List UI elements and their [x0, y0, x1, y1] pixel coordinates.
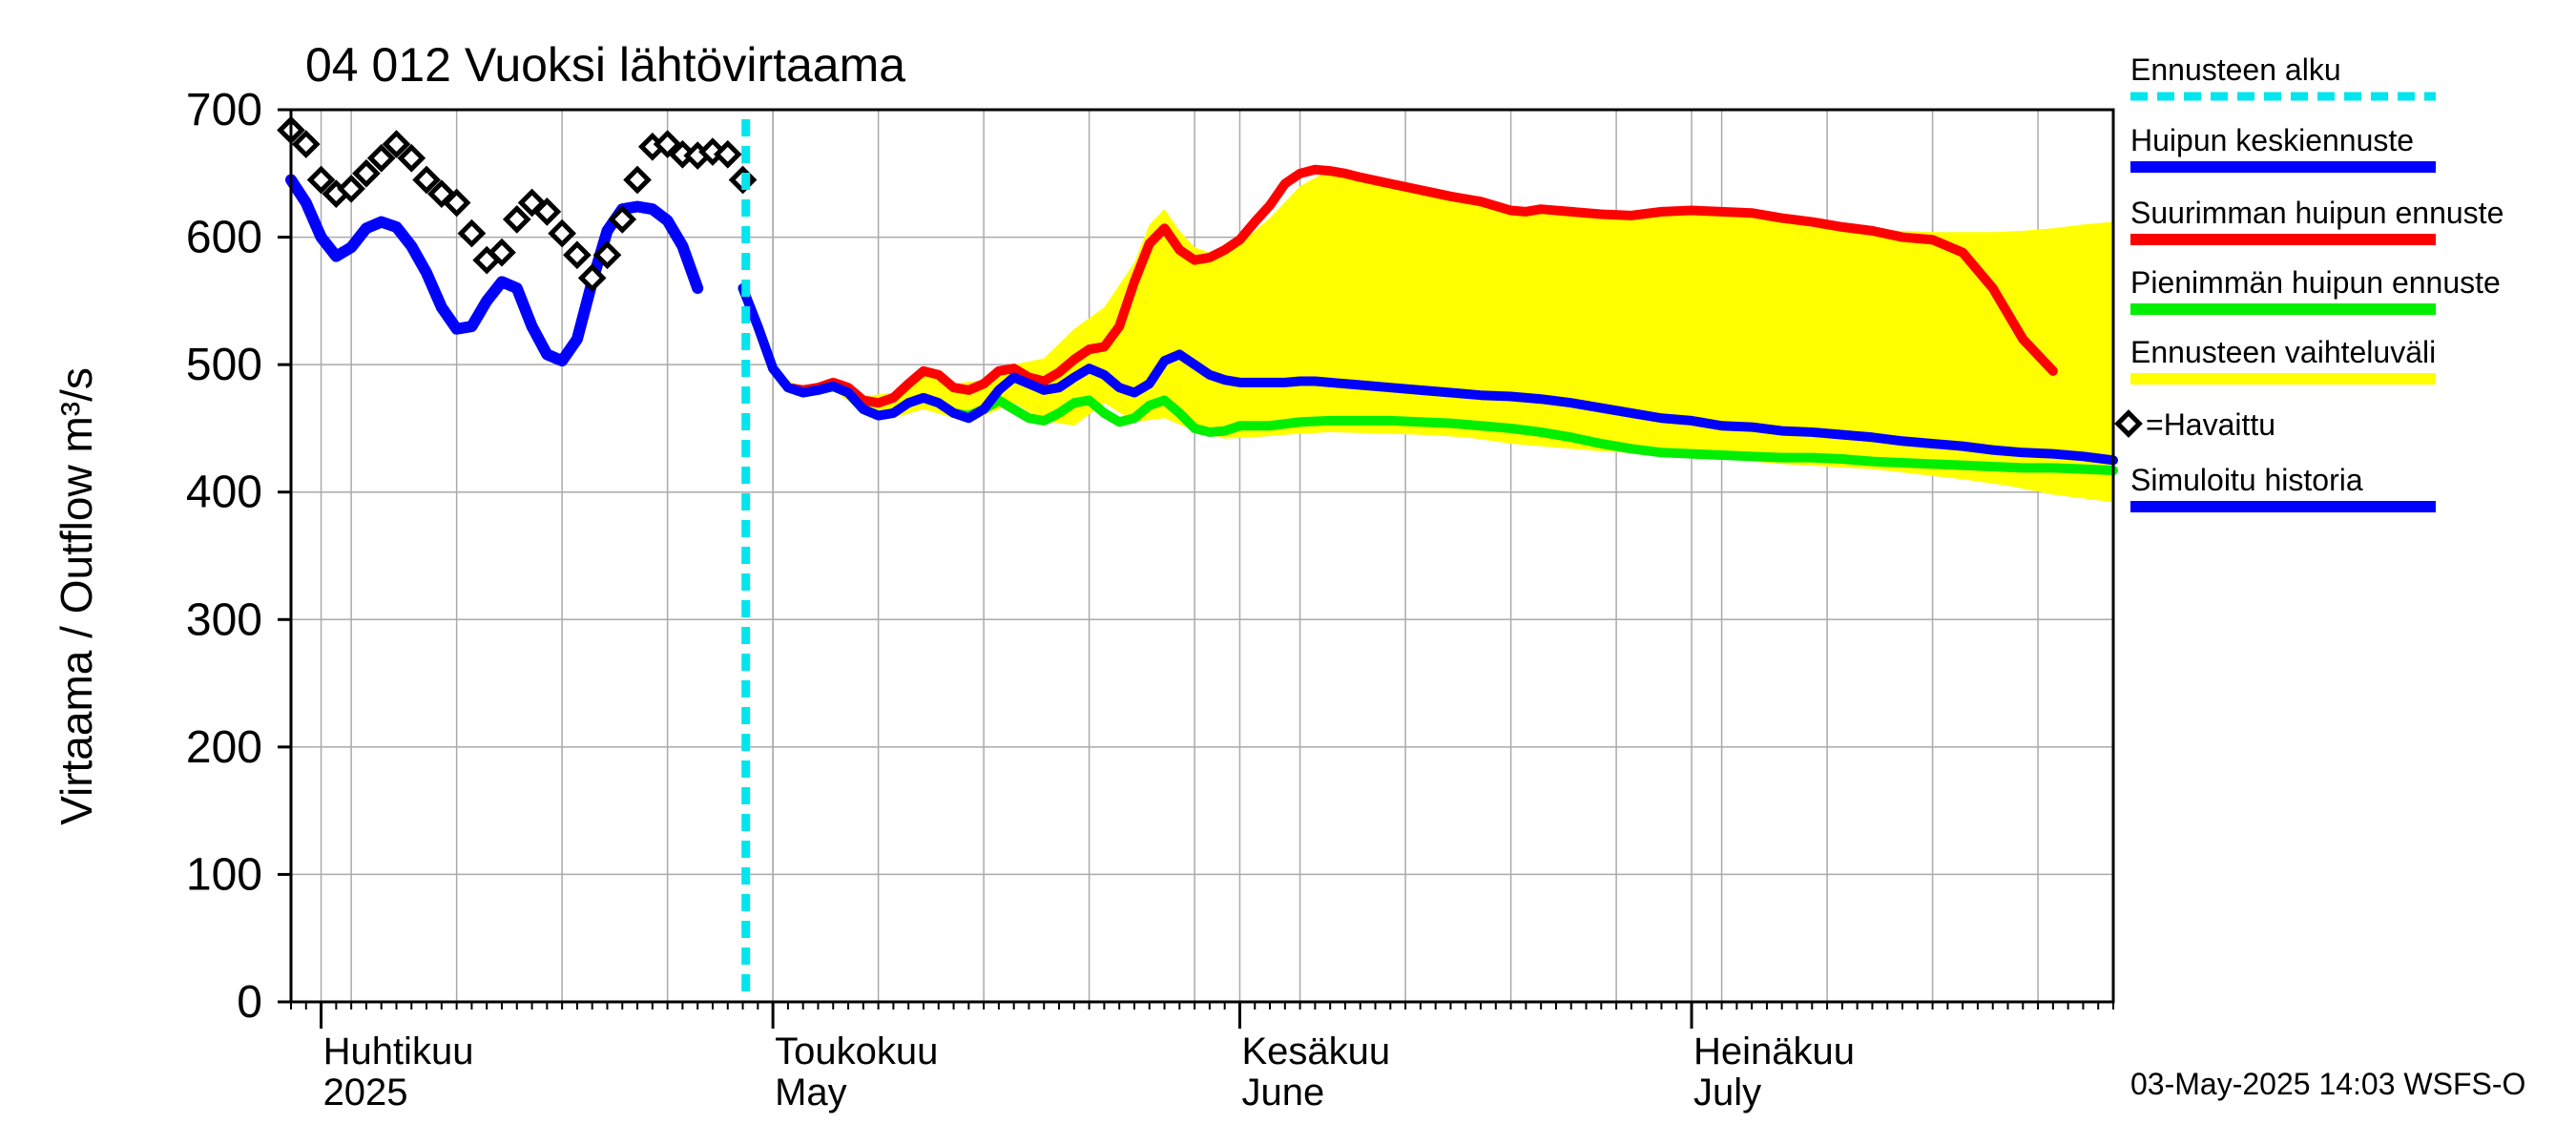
observed-point	[382, 130, 411, 158]
y-tick-label: 500	[186, 340, 262, 390]
observed-point	[623, 165, 652, 195]
x-month-label-en: July	[1693, 1072, 1761, 1114]
range-band-area	[742, 169, 2113, 503]
observed-point	[457, 219, 487, 248]
observed-point	[548, 219, 576, 248]
observed-point	[608, 205, 637, 234]
y-tick-label: 700	[186, 85, 262, 135]
observed-point	[397, 143, 426, 173]
y-tick-label: 400	[186, 468, 262, 518]
observed-point	[291, 130, 321, 158]
series-lines	[285, 164, 2118, 476]
footer-timestamp: 03-May-2025 14:03 WSFS-O	[2130, 1067, 2525, 1101]
legend-observed-marker	[2114, 409, 2143, 438]
legend-forecast-start-label: Ennusteen alku	[2130, 52, 2341, 87]
y-tick-label: 600	[186, 213, 262, 263]
legend-observed-label: =Havaittu	[2146, 407, 2275, 442]
observed-point	[563, 240, 592, 270]
plot-frame	[289, 108, 2115, 1004]
legend-median-peak-label: Huipun keskiennuste	[2130, 123, 2414, 157]
x-month-label-fi: Kesäkuu	[1241, 1030, 1390, 1072]
observed-point	[577, 263, 607, 293]
legend-range-label: Ennusteen vaihteluväli	[2130, 335, 2436, 369]
y-tick-label: 200	[186, 722, 262, 773]
observed-point	[337, 174, 365, 203]
observed-point	[502, 205, 531, 234]
y-tick-label: 100	[186, 849, 262, 900]
observed-point	[592, 240, 622, 270]
y-tick-label: 0	[237, 977, 262, 1028]
legend: Ennusteen alku Huipun keskiennuste Suuri…	[2114, 52, 2503, 512]
x-month-label-en: June	[1241, 1072, 1324, 1114]
forecast-range-band	[742, 169, 2113, 503]
observed-point	[713, 139, 742, 169]
observed-point	[352, 158, 381, 188]
x-month-label-en: 2025	[323, 1072, 408, 1114]
observed-point	[488, 238, 516, 267]
max-peak-line	[737, 164, 2058, 408]
x-month-label-fi: Heinäkuu	[1693, 1030, 1855, 1072]
observed-markers	[277, 115, 758, 293]
observed-point	[653, 130, 682, 158]
observed-point	[532, 198, 562, 226]
legend-simulated-label: Simuloitu historia	[2130, 463, 2363, 497]
x-month-label-fi: Huhtikuu	[323, 1030, 474, 1072]
median-peak-line	[737, 283, 2118, 466]
legend-min-peak-label: Pienimmän huipun ennuste	[2130, 265, 2501, 300]
y-tick-label: 300	[186, 594, 262, 645]
observed-point	[366, 143, 396, 173]
observed-point	[412, 165, 441, 195]
observed-point	[306, 165, 336, 195]
simulated-history-line	[285, 174, 704, 367]
y-axis-label: Virtaama / Outflow m³/s	[52, 367, 101, 825]
observed-point	[442, 188, 471, 218]
legend-max-peak-label: Suurimman huipun ennuste	[2130, 196, 2503, 230]
chart-title: 04 012 Vuoksi lähtövirtaama	[305, 38, 905, 92]
x-month-label-fi: Toukokuu	[775, 1030, 938, 1072]
x-month-label-en: May	[775, 1072, 847, 1114]
